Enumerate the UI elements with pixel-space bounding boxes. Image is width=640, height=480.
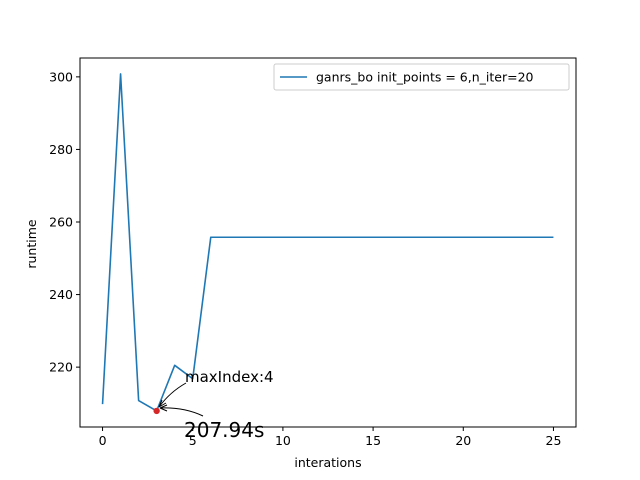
y-tick-label: 280 bbox=[49, 142, 73, 157]
legend: ganrs_bo init_points = 6,n_iter=20 bbox=[273, 63, 570, 91]
x-tick-label: 25 bbox=[546, 433, 562, 448]
annotation-arrowhead-1 bbox=[158, 399, 167, 408]
plot-area bbox=[101, 73, 554, 415]
annotation-arrow-1 bbox=[158, 382, 187, 408]
series-line-0 bbox=[101, 73, 554, 412]
legend-entry-label: ganrs_bo init_points = 6,n_iter=20 bbox=[316, 70, 534, 85]
x-tick-label: 0 bbox=[99, 433, 107, 448]
x-tick-label: 10 bbox=[275, 433, 291, 448]
legend-box bbox=[273, 63, 570, 91]
axes-frame bbox=[79, 57, 577, 428]
x-axis-label: interations bbox=[294, 455, 361, 470]
y-tick-label: 300 bbox=[49, 69, 73, 84]
x-tick-label: 15 bbox=[365, 433, 381, 448]
annotations: maxIndex:4 207.94s bbox=[158, 368, 274, 442]
y-axis-label: runtime bbox=[24, 219, 39, 269]
annotation-max-index: maxIndex:4 bbox=[185, 368, 274, 386]
annotation-arrow-2 bbox=[159, 407, 204, 417]
x-tick-label: 5 bbox=[189, 433, 197, 448]
y-tick-label: 260 bbox=[49, 215, 73, 230]
axes: 0 5 10 15 20 25 220 240 260 280 300 bbox=[49, 57, 577, 448]
annotation-min-value: 207.94s bbox=[184, 418, 264, 442]
y-tick-label: 220 bbox=[49, 360, 73, 375]
x-tick-label: 20 bbox=[455, 433, 471, 448]
annotation-arrowhead-2 bbox=[159, 404, 168, 412]
highlight-point bbox=[153, 407, 160, 415]
y-tick-label: 240 bbox=[49, 287, 73, 302]
